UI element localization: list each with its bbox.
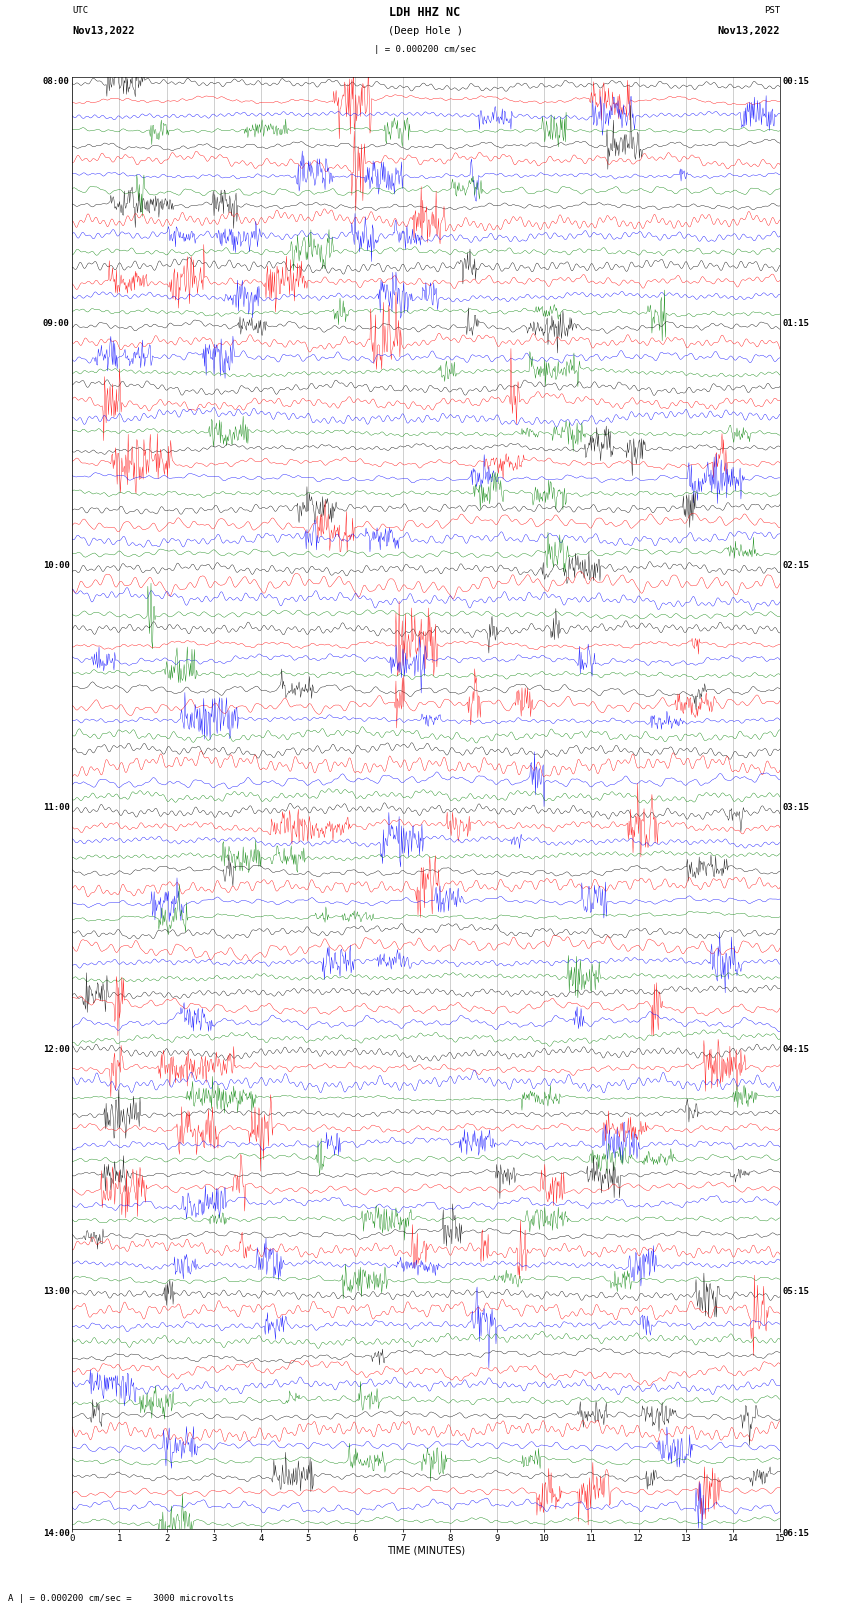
Text: 09:00: 09:00 [42, 319, 70, 329]
Text: A | = 0.000200 cm/sec =    3000 microvolts: A | = 0.000200 cm/sec = 3000 microvolts [8, 1594, 235, 1603]
Text: 08:00: 08:00 [42, 77, 70, 87]
Text: 13:00: 13:00 [42, 1287, 70, 1297]
Text: LDH HHZ NC: LDH HHZ NC [389, 6, 461, 19]
Text: 04:15: 04:15 [783, 1045, 810, 1055]
Text: 14:00: 14:00 [42, 1529, 70, 1539]
Text: Nov13,2022: Nov13,2022 [72, 26, 135, 35]
Text: 00:15: 00:15 [783, 77, 810, 87]
Text: 11:00: 11:00 [42, 803, 70, 813]
Text: PST: PST [764, 6, 780, 16]
Text: 12:00: 12:00 [42, 1045, 70, 1055]
Text: Nov13,2022: Nov13,2022 [717, 26, 780, 35]
Text: 01:15: 01:15 [783, 319, 810, 329]
Text: UTC: UTC [72, 6, 88, 16]
Text: 03:15: 03:15 [783, 803, 810, 813]
Text: 06:15: 06:15 [783, 1529, 810, 1539]
Text: 05:15: 05:15 [783, 1287, 810, 1297]
Text: 10:00: 10:00 [42, 561, 70, 571]
Text: (Deep Hole ): (Deep Hole ) [388, 26, 462, 35]
X-axis label: TIME (MINUTES): TIME (MINUTES) [388, 1545, 465, 1557]
Text: 02:15: 02:15 [783, 561, 810, 571]
Text: | = 0.000200 cm/sec: | = 0.000200 cm/sec [374, 45, 476, 55]
